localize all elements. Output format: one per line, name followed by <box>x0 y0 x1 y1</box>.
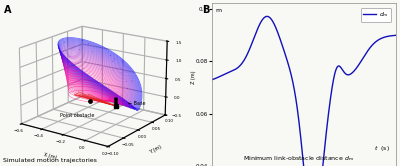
Y-axis label: Y (m): Y (m) <box>149 144 162 155</box>
Text: B: B <box>202 5 209 15</box>
Text: $t$  (s): $t$ (s) <box>374 144 390 153</box>
Text: Simulated motion trajectories: Simulated motion trajectories <box>3 158 97 163</box>
Text: Minimum link-obstacle distance $d_{\mathrm{m}}$: Minimum link-obstacle distance $d_{\math… <box>242 154 354 163</box>
Text: m: m <box>216 8 222 13</box>
X-axis label: X (m): X (m) <box>43 152 58 160</box>
Legend: $d_{\mathrm{m}}$: $d_{\mathrm{m}}$ <box>361 8 391 22</box>
Text: A: A <box>4 5 12 15</box>
